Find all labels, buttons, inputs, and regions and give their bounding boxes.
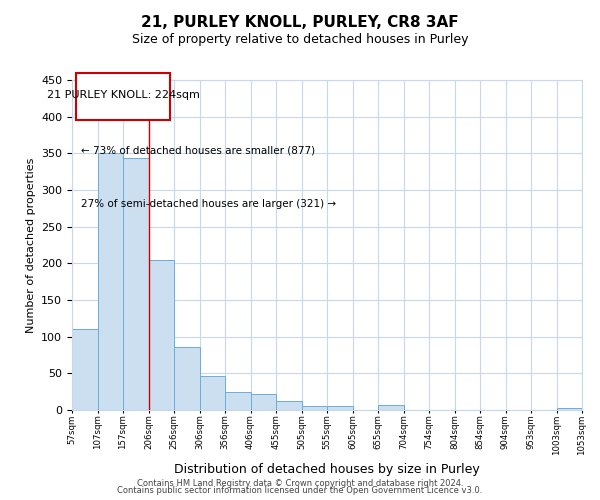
Bar <box>72 330 97 410</box>
Text: 21, PURLEY KNOLL, PURLEY, CR8 3AF: 21, PURLEY KNOLL, PURLEY, CR8 3AF <box>141 15 459 30</box>
X-axis label: Distribution of detached houses by size in Purley: Distribution of detached houses by size … <box>174 463 480 476</box>
Bar <box>199 376 225 410</box>
Bar <box>225 392 251 410</box>
Bar <box>276 401 302 410</box>
Text: ← 73% of detached houses are smaller (877): ← 73% of detached houses are smaller (87… <box>81 146 315 156</box>
Bar <box>251 394 276 410</box>
Text: Size of property relative to detached houses in Purley: Size of property relative to detached ho… <box>132 32 468 46</box>
Text: 21 PURLEY KNOLL: 224sqm: 21 PURLEY KNOLL: 224sqm <box>47 90 199 100</box>
Text: 27% of semi-detached houses are larger (321) →: 27% of semi-detached houses are larger (… <box>81 199 336 209</box>
FancyBboxPatch shape <box>76 74 170 120</box>
Text: Contains public sector information licensed under the Open Government Licence v3: Contains public sector information licen… <box>118 486 482 495</box>
Bar <box>327 406 353 410</box>
Bar <box>557 408 582 410</box>
Bar <box>174 347 199 410</box>
Bar <box>97 154 123 410</box>
Bar <box>123 158 149 410</box>
Bar <box>378 405 404 410</box>
Text: Contains HM Land Registry data © Crown copyright and database right 2024.: Contains HM Land Registry data © Crown c… <box>137 478 463 488</box>
Bar <box>149 260 174 410</box>
Y-axis label: Number of detached properties: Number of detached properties <box>26 158 35 332</box>
Bar <box>302 406 327 410</box>
